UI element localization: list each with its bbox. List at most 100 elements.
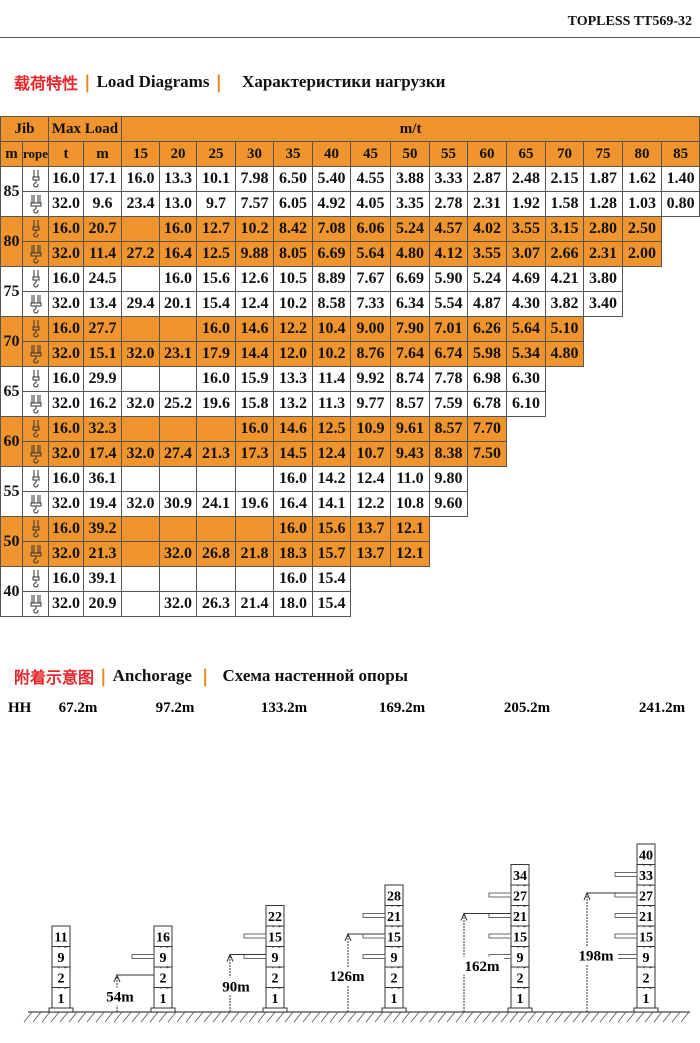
- heading-separator: |: [84, 71, 91, 93]
- radius-header: 75: [583, 141, 624, 167]
- rope-cell: [21, 441, 50, 467]
- load-value-cell: 16.0: [196, 316, 237, 342]
- load-value-cell: 9.60: [429, 491, 469, 517]
- load-value-cell: 15.4: [196, 291, 237, 317]
- load-value-cell: 8.38: [429, 441, 469, 467]
- empty-cell: [661, 466, 700, 492]
- load-value-cell: 10.2: [312, 341, 352, 367]
- ground-hatch: [167, 1011, 177, 1023]
- ground-hatch: [419, 1011, 429, 1023]
- arrow-up-icon: [344, 932, 352, 942]
- load-value-cell: 1.40: [661, 166, 700, 192]
- load-value-cell: 29.4: [121, 291, 161, 317]
- ground-hatch: [140, 1011, 150, 1023]
- rope-cell: [21, 416, 50, 442]
- mast-section-number: 2: [643, 972, 650, 987]
- load-value-cell: [196, 466, 237, 492]
- ground-hatch: [185, 1011, 195, 1023]
- load-row: 32.0 17.4 32.0 27.4 21.3 17.3 14.5 12.4 10.7 9.43…: [1, 441, 700, 467]
- load-row: 85 16.0 17.1 16.0 13.3 10.1 7.98 6.50 5.40 4.55 3.…: [0, 166, 700, 217]
- four-fall-hook-icon: [30, 245, 41, 264]
- mast-section-number: 27: [639, 890, 653, 905]
- two-fall-hook-icon: [32, 570, 39, 588]
- load-value-cell: 3.15: [545, 216, 585, 242]
- anchorage-tie: [614, 933, 638, 939]
- load-value-cell: 27.2: [121, 241, 161, 267]
- mast-section-number: 1: [58, 992, 65, 1007]
- two-fall-hook-icon: [32, 520, 39, 538]
- load-value-cell: 16.4: [273, 491, 314, 517]
- ground-hatch: [329, 1011, 339, 1023]
- anchorage-tie: [488, 933, 512, 939]
- load-value-cell: 5.64: [506, 316, 547, 342]
- jib-length-cell: 75: [0, 266, 23, 317]
- ground-hatch: [500, 1011, 510, 1023]
- anchorage-tie: [614, 913, 638, 918]
- radius-header: 25: [196, 141, 237, 167]
- rope-cell: [21, 191, 50, 217]
- empty-cell: [622, 316, 662, 342]
- rope-cell: [21, 241, 50, 267]
- load-value-cell: 3.82: [545, 291, 585, 317]
- max-load-m-cell: 36.1: [83, 466, 123, 492]
- load-value-cell: [159, 366, 198, 392]
- mast-section-number: 1: [391, 992, 398, 1007]
- load-value-cell: 2.66: [545, 241, 585, 267]
- load-value-cell: [159, 516, 198, 542]
- mast-section-number: 2: [391, 972, 398, 987]
- max-load-m-cell: 17.4: [83, 441, 123, 467]
- empty-cell: [467, 516, 507, 542]
- load-row: 80 16.0 20.7 16.0 12.7 10.2 8.42 7.08 6.06 5.24 4.…: [0, 216, 700, 267]
- jib-header: Jib: [0, 116, 50, 142]
- max-load-t-cell: 32.0: [48, 491, 85, 517]
- four-fall-hook-icon: [30, 595, 41, 614]
- load-value-cell: 6.06: [350, 216, 392, 242]
- empty-cell: [467, 591, 507, 617]
- load-value-cell: 6.30: [506, 366, 547, 392]
- empty-cell: [583, 341, 623, 367]
- max-load-m-cell: 15.1: [83, 341, 123, 367]
- load-value-cell: 4.92: [312, 191, 352, 217]
- load-value-cell: 21.4: [235, 591, 275, 617]
- load-value-cell: 7.78: [429, 366, 469, 392]
- ground-hatch: [554, 1011, 564, 1023]
- ground-hatch: [473, 1011, 483, 1023]
- load-value-cell: 10.8: [390, 491, 431, 517]
- two-fall-hook-icon: [32, 470, 39, 488]
- radius-header: 85: [661, 141, 700, 167]
- load-value-cell: 3.80: [583, 266, 624, 292]
- two-fall-hook-icon: [32, 320, 39, 338]
- radius-header: 60: [467, 141, 508, 167]
- hook-height-label: 133.2m: [261, 700, 308, 716]
- anchorage-tie: [488, 892, 512, 898]
- max-load-t-cell: 32.0: [48, 241, 85, 267]
- load-value-cell: 12.7: [196, 216, 237, 242]
- empty-cell: [661, 441, 700, 467]
- load-row: 32.0 13.4 29.4 20.1 15.4 12.4 10.2 8.58 7.33 6.34…: [1, 291, 700, 317]
- mast-section: [510, 864, 530, 886]
- rope-cell: [21, 541, 50, 567]
- heading-ru: Характеристики нагрузки: [242, 72, 446, 91]
- empty-cell: [622, 516, 662, 542]
- load-value-cell: 2.80: [583, 216, 624, 242]
- four-fall-hook-icon: [30, 395, 41, 414]
- load-value-cell: 7.57: [235, 191, 275, 217]
- four-fall-hook-icon: [30, 195, 41, 214]
- load-value-cell: 17.9: [196, 341, 237, 367]
- rope-cell: [21, 391, 50, 417]
- anchor-distance-label: 54m: [106, 990, 134, 1006]
- arrow-up-icon: [460, 912, 468, 921]
- load-value-cell: [121, 366, 161, 392]
- radius-header: 40: [312, 141, 352, 167]
- max-load-m-cell: 32.3: [83, 416, 123, 442]
- mast-section-number: 34: [513, 869, 527, 884]
- load-value-cell: 13.3: [159, 166, 198, 192]
- load-value-cell: 17.3: [235, 441, 275, 467]
- load-diagrams-heading: 载荷特性 | Load Diagrams | Характеристики на…: [14, 70, 445, 94]
- load-value-cell: 2.15: [545, 166, 585, 192]
- mast-section-number: 1: [272, 992, 279, 1007]
- ground-hatch: [203, 1011, 213, 1023]
- load-value-cell: 15.4: [312, 566, 352, 592]
- ground-hatch: [572, 1011, 582, 1023]
- empty-cell: [583, 491, 623, 517]
